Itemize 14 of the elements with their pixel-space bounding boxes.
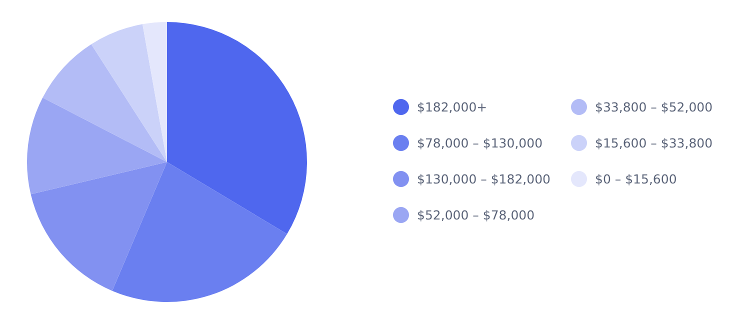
pie-slice	[30, 162, 167, 291]
legend-label: $0 – $15,600	[595, 171, 677, 186]
legend-label: $182,000+	[417, 99, 488, 114]
pie-slice	[142, 22, 167, 162]
legend-label: $15,600 – $33,800	[595, 135, 713, 150]
pie-slice	[27, 98, 167, 194]
legend-label: $78,000 – $130,000	[417, 135, 543, 150]
pie-slice	[91, 24, 167, 162]
legend-label: $33,800 – $52,000	[595, 99, 713, 114]
legend-label: $52,000 – $78,000	[417, 207, 535, 222]
legend-label: $130,000 – $182,000	[417, 171, 551, 186]
pie-slice	[112, 162, 288, 302]
pie-slice	[167, 22, 307, 234]
pie-slice	[42, 44, 167, 162]
